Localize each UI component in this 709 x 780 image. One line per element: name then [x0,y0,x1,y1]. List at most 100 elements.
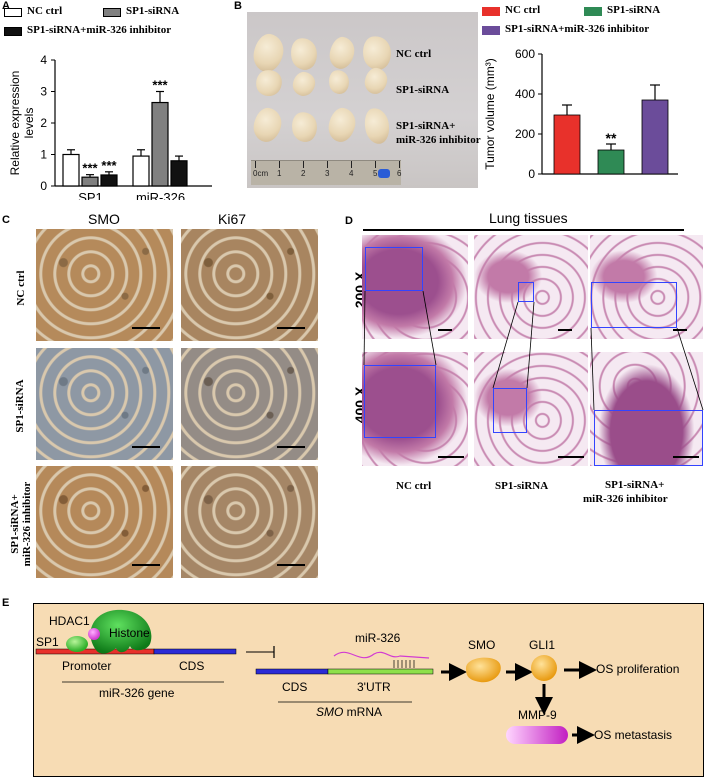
ruler-tick [303,161,304,168]
tumor-sample [251,105,284,145]
c-row-nc: NC ctrl [15,270,27,306]
ruler-label: 1 [277,169,282,178]
gli1-shape [531,655,557,681]
gli1-label: GLI1 [529,638,556,652]
ruler-tick [327,161,328,168]
a-significance: *** [82,161,98,176]
a-category-label: SP1 [78,190,103,200]
panel-d-label: D [345,215,353,227]
histone-shape [90,609,152,654]
legend-b-text-inh: SP1-siRNA+miR-326 inhibitor [505,23,650,35]
panel-c-label: C [2,214,10,226]
prolif-label: OS proliferation [596,662,680,676]
ruler-label: 3 [325,169,330,178]
tumor-sample [326,106,358,144]
legend-text-inh: SP1-siRNA+miR-326 inhibitor [27,24,172,36]
lung-image [590,235,703,339]
legend-swatch-nc [4,8,22,17]
c-col-smo: SMO [88,211,120,227]
a-bar [100,174,118,187]
ihc-image [181,348,318,460]
cds-bar [153,648,237,655]
legend-b-swatch-sp1 [584,7,602,16]
tumor-sample [362,66,390,96]
d-col-sp1: SP1-siRNA [495,480,549,492]
d-title: Lung tissues [489,210,568,226]
a-ylabel-line1: Relative expression [8,71,22,176]
gene-label: miR-326 gene [99,686,175,700]
tumor-sample [291,70,317,98]
smo-label: SMO [468,638,496,652]
mrna-cds-label: CDS [282,680,308,694]
scale-bar [673,456,699,458]
legend-b-swatch-inh [482,26,500,35]
a-ylabel: Relative expressionlevels [8,71,36,176]
d-col-inh-2: miR-326 inhibitor [583,493,668,505]
scale-bar [277,327,305,329]
b-row-label-inh-1: SP1-siRNA+ [396,120,456,132]
a-ytick-label: 3 [40,85,47,99]
zoom-box [591,282,677,328]
d-title-rule [363,229,684,231]
b-row-label-nc: NC ctrl [396,48,432,60]
c-row-inh-1: SP1-siRNA+ [9,494,21,554]
b-ytick-label: 0 [528,167,535,181]
lung-image [362,352,468,466]
legend-b-text-nc: NC ctrl [505,4,541,16]
mrna-utr-bar [327,668,434,675]
ruler-label: 4 [349,169,354,178]
tumor-sample [361,105,393,147]
sp1-shape [66,636,88,652]
mir326-strand [333,651,430,659]
ruler-tick [255,161,256,168]
tumor-sample [326,68,352,96]
scale-bar [132,564,160,566]
zoom-box [493,388,527,433]
a-ytick-label: 2 [40,116,47,130]
mmp9-shape [506,726,568,744]
ihc-image [181,466,318,578]
legend-swatch-sp1 [103,8,121,17]
bar-chart-b: 0 200 400 600 Tumor volume (mm³) ** [483,47,678,181]
b-row-label-sp1: SP1-siRNA [396,84,450,96]
scale-bar [438,456,464,458]
pathway-svg [35,609,597,744]
a-significance: *** [101,158,117,173]
hdac1-shape [88,628,100,640]
legend-b-text-sp1: SP1-siRNA [607,4,661,16]
ruler-tick [279,161,280,168]
legend-text-nc: NC ctrl [27,5,63,17]
b-ylabel: Tumor volume (mm³) [483,58,497,170]
hdac1-label: HDAC1 [49,614,90,628]
panel-e-label: E [2,597,10,609]
tumor-sample [327,35,357,71]
scale-bar [438,329,452,331]
a-significance: *** [152,78,168,93]
mrna-cds-bar [255,668,329,675]
b-row-label-inh-2: miR-326 inhibitor [396,134,481,146]
mrna-utr-label: 3'UTR [357,680,391,694]
ruler-label: 6 [397,169,402,178]
scale-bar [558,329,572,331]
d-col-nc: NC ctrl [396,480,432,492]
metas-label: OS metastasis [594,728,673,742]
smo-shape [466,657,501,683]
promoter-label: Promoter [62,659,112,673]
ruler-blue-marker [378,169,390,178]
pathway-diagram: HDAC1 Histone SP1 Promoter CDS miR-326 g… [33,603,704,777]
a-ylabel-line2: levels [22,108,36,139]
tumor-sample [287,35,321,73]
cds-label: CDS [179,659,205,673]
b-ytick-label: 200 [515,127,535,141]
scale-bar [277,564,305,566]
c-col-ki67: Ki67 [218,211,247,227]
a-ytick-label: 0 [40,179,47,193]
lung-image [474,352,588,466]
ruler-tick [375,161,376,168]
ruler-label: 0cm [253,169,269,178]
lung-image [362,235,468,339]
b-bar [597,149,625,175]
scale-bar [673,329,687,331]
ruler-tick [399,161,400,168]
